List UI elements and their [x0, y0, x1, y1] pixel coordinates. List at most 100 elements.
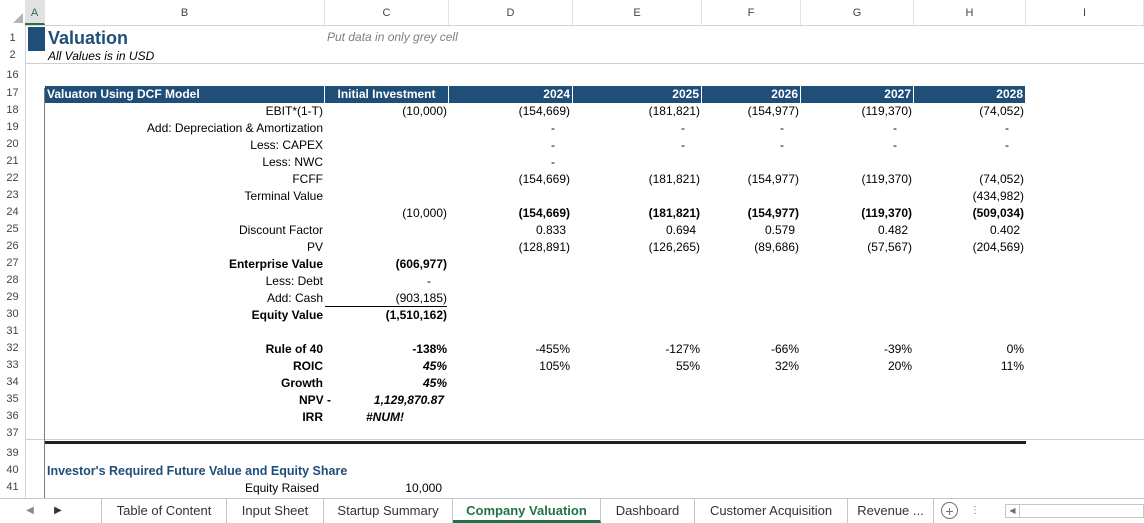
cell-value[interactable]: 0.694 — [665, 223, 696, 237]
scroll-left-icon[interactable]: ◀ — [1006, 505, 1020, 517]
cell-value[interactable]: (119,370) — [861, 104, 912, 118]
cell-value[interactable]: (126,265) — [648, 240, 700, 254]
row-header[interactable]: 31 — [6, 325, 19, 337]
row-header[interactable]: 39 — [6, 447, 19, 459]
cell-value[interactable]: (119,370) — [861, 206, 912, 220]
cell-value[interactable]: (74,052) — [979, 104, 1024, 118]
cell-value[interactable]: 0.579 — [764, 223, 795, 237]
horizontal-scrollbar[interactable]: ◀ — [1005, 504, 1144, 518]
cell-value[interactable]: (119,370) — [861, 172, 912, 186]
column-header-b[interactable]: B — [45, 0, 325, 25]
tab-startup-summary[interactable]: Startup Summary — [324, 499, 453, 523]
column-header-a[interactable]: A — [25, 0, 45, 25]
cell-value[interactable]: (154,669) — [518, 172, 570, 186]
metric-value[interactable]: 0% — [1006, 342, 1024, 356]
row-header[interactable]: 20 — [6, 138, 19, 150]
cell-value[interactable]: 0.482 — [877, 223, 908, 237]
column-header-h[interactable]: H — [914, 0, 1026, 25]
cell-value[interactable]: 0.402 — [989, 223, 1020, 237]
row-header[interactable]: 36 — [6, 410, 19, 422]
next-sheet-icon[interactable]: ▶ — [54, 505, 62, 516]
cell-value[interactable]: - — [893, 121, 897, 135]
row-header[interactable]: 22 — [6, 172, 19, 184]
metric-value[interactable]: 55% — [675, 359, 700, 373]
row-header[interactable]: 28 — [6, 274, 19, 286]
metric-initial[interactable]: 45% — [422, 359, 447, 373]
cell-value[interactable]: (181,821) — [648, 172, 700, 186]
cell-value[interactable]: (128,891) — [518, 240, 570, 254]
irr-value[interactable]: #NUM! — [366, 410, 404, 424]
row-header[interactable]: 17 — [6, 87, 19, 99]
row-header[interactable]: 23 — [6, 189, 19, 201]
row-header[interactable]: 1 — [9, 32, 16, 44]
row-header[interactable]: 32 — [6, 342, 19, 354]
row-header[interactable]: 35 — [6, 393, 19, 405]
debt-value[interactable]: - — [427, 274, 431, 288]
prev-sheet-icon[interactable]: ◀ — [26, 505, 34, 516]
equity-value[interactable]: (1,510,162) — [385, 308, 447, 322]
row-header[interactable]: 2 — [9, 49, 16, 61]
cell-value[interactable]: (154,977) — [747, 104, 799, 118]
worksheet-grid[interactable]: Valuation Put data in only grey cell All… — [25, 25, 1144, 498]
cell-value[interactable]: (89,686) — [754, 240, 799, 254]
cell-value[interactable]: - — [780, 138, 784, 152]
column-header-c[interactable]: C — [325, 0, 449, 25]
column-header-i[interactable]: I — [1026, 0, 1144, 25]
cell-value[interactable]: - — [780, 121, 784, 135]
tab-table-of-content[interactable]: Table of Content — [101, 499, 227, 523]
row-header[interactable]: 16 — [6, 69, 19, 81]
cell-value[interactable]: (154,977) — [747, 206, 799, 220]
metric-value[interactable]: -127% — [665, 342, 700, 356]
cell-value[interactable]: (434,982) — [972, 189, 1024, 203]
selected-cell-a1[interactable] — [28, 27, 45, 51]
row-header[interactable]: 27 — [6, 257, 19, 269]
row-header[interactable]: 33 — [6, 359, 19, 371]
cell-value[interactable]: (204,569) — [972, 240, 1024, 254]
cell-value[interactable]: (181,821) — [648, 104, 700, 118]
row-header[interactable]: 29 — [6, 291, 19, 303]
npv-value[interactable]: 1,129,870.87 — [373, 393, 444, 407]
row-header[interactable]: 25 — [6, 223, 19, 235]
metric-value[interactable]: 105% — [539, 359, 570, 373]
cell-value[interactable]: (74,052) — [979, 172, 1024, 186]
row-header[interactable]: 18 — [6, 104, 19, 116]
cell-value[interactable]: (57,567) — [867, 240, 912, 254]
tab-dashboard[interactable]: Dashboard — [601, 499, 695, 523]
cell-initial[interactable]: (10,000) — [402, 104, 447, 118]
row-header[interactable]: 34 — [6, 376, 19, 388]
cell-value[interactable]: (181,821) — [648, 206, 700, 220]
cell-value[interactable]: - — [1005, 138, 1009, 152]
cell-value[interactable]: - — [1005, 121, 1009, 135]
row-header[interactable]: 37 — [6, 427, 19, 439]
metric-value[interactable]: 11% — [1000, 359, 1024, 373]
cell-value[interactable]: - — [681, 138, 685, 152]
metric-value[interactable]: -39% — [883, 342, 912, 356]
column-header-f[interactable]: F — [702, 0, 801, 25]
column-header-e[interactable]: E — [573, 0, 702, 25]
metric-value[interactable]: -66% — [770, 342, 799, 356]
row-header[interactable]: 26 — [6, 240, 19, 252]
metric-value[interactable]: 32% — [774, 359, 799, 373]
cell-value[interactable]: (509,034) — [972, 206, 1024, 220]
enterprise-value[interactable]: (606,977) — [395, 257, 447, 271]
cell-value[interactable]: - — [893, 138, 897, 152]
cell-value[interactable]: - — [681, 121, 685, 135]
cell-value[interactable]: (154,977) — [747, 172, 799, 186]
cash-value[interactable]: (903,185) — [325, 290, 447, 307]
cell-value[interactable]: (154,669) — [518, 104, 570, 118]
tab-revenue[interactable]: Revenue ... — [848, 499, 934, 523]
equity-raised-value[interactable]: 10,000 — [405, 481, 442, 495]
row-header[interactable]: 30 — [6, 308, 19, 320]
tab-company-valuation[interactable]: Company Valuation — [453, 499, 601, 523]
cell-value[interactable]: - — [551, 138, 555, 152]
row-header[interactable]: 41 — [6, 481, 19, 493]
row-header[interactable]: 24 — [6, 206, 19, 218]
row-header[interactable]: 21 — [6, 155, 19, 167]
tab-input-sheet[interactable]: Input Sheet — [227, 499, 324, 523]
select-all-corner[interactable] — [0, 0, 26, 25]
more-options-icon[interactable]: ⋮ — [970, 505, 980, 516]
column-header-g[interactable]: G — [801, 0, 914, 25]
metric-value[interactable]: -455% — [535, 342, 570, 356]
tab-customer-acquisition[interactable]: Customer Acquisition — [695, 499, 848, 523]
cell-value[interactable]: - — [551, 155, 555, 169]
